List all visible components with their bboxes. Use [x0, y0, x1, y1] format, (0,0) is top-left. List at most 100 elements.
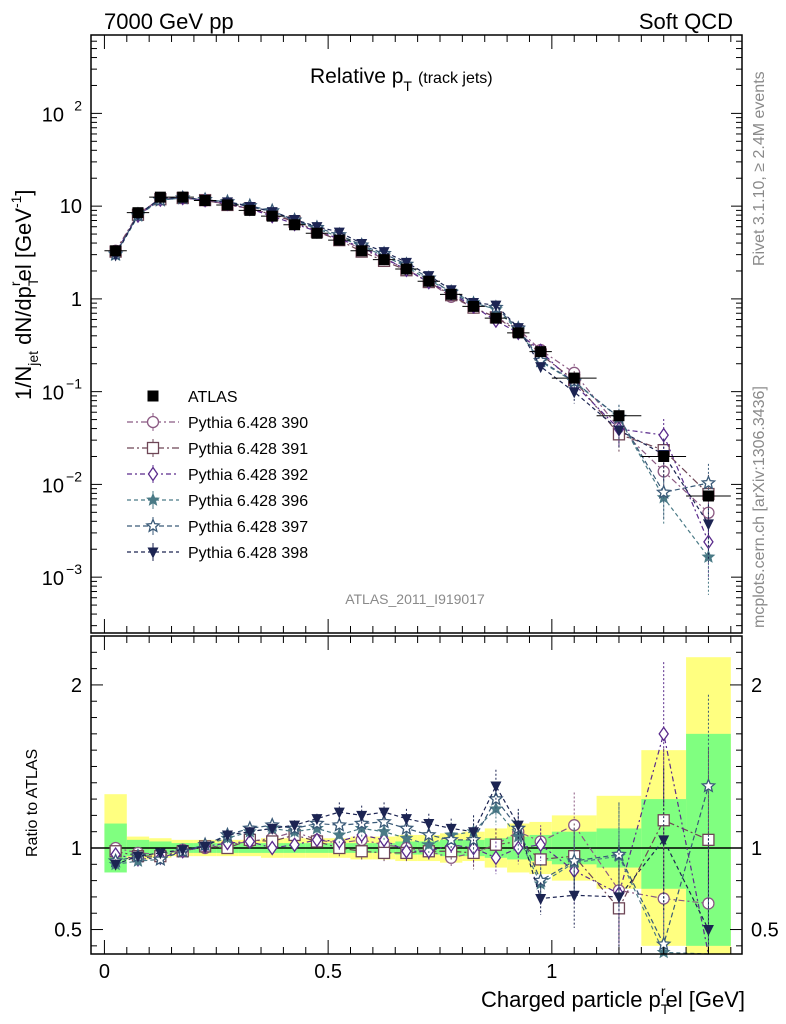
ratio-point	[378, 807, 390, 819]
ratio-point	[356, 810, 368, 822]
atlas-point	[423, 275, 435, 287]
ratio-point	[613, 892, 625, 904]
atlas-point	[154, 191, 166, 203]
atlas-point	[512, 327, 524, 339]
ratio-point	[534, 853, 547, 866]
main-series-line	[115, 197, 709, 543]
legend-label: Pythia 6.428 390	[188, 415, 308, 432]
x-tick-label: 0	[99, 961, 110, 983]
ratio-point	[468, 827, 480, 839]
mcplots-label: mcplots.cern.ch [arXiv:1306.3436]	[751, 386, 768, 628]
header-right: Soft QCD	[639, 9, 733, 34]
y-tick-label-exp: 2	[74, 97, 82, 113]
y-tick-label-exp: −1	[66, 376, 82, 392]
atlas-point	[490, 312, 502, 324]
legend-marker	[147, 390, 159, 402]
ratio-point	[221, 830, 233, 842]
x-tick-label: 0.5	[314, 961, 342, 983]
ratio-point	[443, 831, 459, 847]
ratio-point	[489, 838, 503, 851]
main-point	[356, 238, 368, 250]
main-point	[378, 247, 390, 259]
ratio-y-tick-label-right: 1	[751, 838, 762, 860]
ratio-point	[421, 837, 436, 851]
main-series-atlas	[104, 191, 731, 502]
atlas-point	[266, 210, 278, 222]
y-axis-ratio-label: Ratio to ATLAS	[24, 749, 41, 857]
legend-marker	[146, 492, 160, 506]
y-tick-label-exp: −3	[66, 561, 82, 577]
ratio-point	[398, 820, 415, 836]
ratio-point	[266, 840, 278, 856]
ratio-point	[289, 820, 301, 832]
atlas-point	[333, 234, 345, 246]
ratio-series-5	[110, 768, 714, 954]
ratio-point	[110, 859, 122, 871]
main-point	[333, 227, 345, 239]
ratio-point	[535, 837, 546, 853]
ratio-point	[421, 826, 437, 842]
legend-marker	[147, 466, 159, 482]
atlas-point	[568, 372, 580, 384]
ratio-point	[658, 835, 670, 847]
main-point	[613, 425, 625, 437]
ratio-point	[400, 814, 412, 826]
legend-marker	[145, 517, 161, 533]
legend-item: Pythia 6.428 391	[127, 439, 308, 458]
atlas-point	[445, 288, 457, 300]
ratio-point	[490, 781, 502, 793]
legend-label: ATLAS	[188, 389, 238, 406]
atlas-point	[613, 410, 625, 422]
legend-item: Pythia 6.428 397	[127, 517, 308, 536]
y-tick-label: 10	[60, 196, 82, 218]
ratio-point	[512, 840, 524, 856]
plot-title: Relative pT (track jets)	[310, 65, 493, 94]
ratio-point	[445, 823, 457, 835]
atlas-point	[702, 490, 714, 502]
ratio-point	[177, 845, 189, 857]
atlas-point	[535, 346, 547, 358]
ratio-point	[132, 851, 144, 863]
legend-marker	[147, 547, 159, 559]
ratio-y-tick-label-right: 2	[751, 675, 762, 697]
ratio-point	[199, 841, 211, 853]
ratio-point	[568, 890, 580, 902]
atlas-point	[244, 204, 256, 216]
ratio-point	[332, 827, 347, 841]
legend-label: Pythia 6.428 391	[188, 441, 308, 458]
atlas-point	[221, 199, 233, 211]
main-point	[701, 549, 716, 563]
atlas-point	[468, 300, 480, 312]
y-tick-label-exp: −2	[66, 468, 82, 484]
ratio-y-tick-label: 1	[71, 838, 82, 860]
ratio-series-line	[115, 785, 710, 946]
ratio-point	[244, 833, 256, 850]
main-point	[568, 387, 580, 399]
legend-item: Pythia 6.428 390	[127, 413, 308, 432]
y-tick-label: 10	[42, 383, 64, 405]
ratio-point	[702, 925, 714, 937]
ratio-point	[331, 816, 348, 832]
main-series-line	[115, 196, 709, 514]
ratio-point	[423, 819, 435, 831]
legend-label: Pythia 6.428 397	[188, 519, 308, 536]
ratio-point	[511, 829, 526, 843]
ratio-y-tick-label: 2	[71, 675, 82, 697]
ratio-point	[377, 824, 391, 838]
ratio-point	[355, 845, 368, 858]
y-tick-label: 10	[42, 475, 64, 497]
ratio-series-line	[115, 784, 709, 930]
legend-marker	[146, 441, 160, 455]
header-left: 7000 GeV pp	[104, 9, 234, 34]
ratio-point	[401, 843, 412, 859]
main-point	[311, 222, 323, 234]
ratio-point	[658, 726, 669, 742]
ratio-point	[376, 813, 392, 829]
atlas-point	[132, 207, 144, 219]
ratio-frame	[90, 635, 743, 955]
analysis-id: ATLAS_2011_I919017	[345, 591, 485, 607]
ratio-point	[377, 846, 391, 860]
y-tick-label: 1	[71, 289, 82, 311]
atlas-point	[400, 263, 412, 275]
